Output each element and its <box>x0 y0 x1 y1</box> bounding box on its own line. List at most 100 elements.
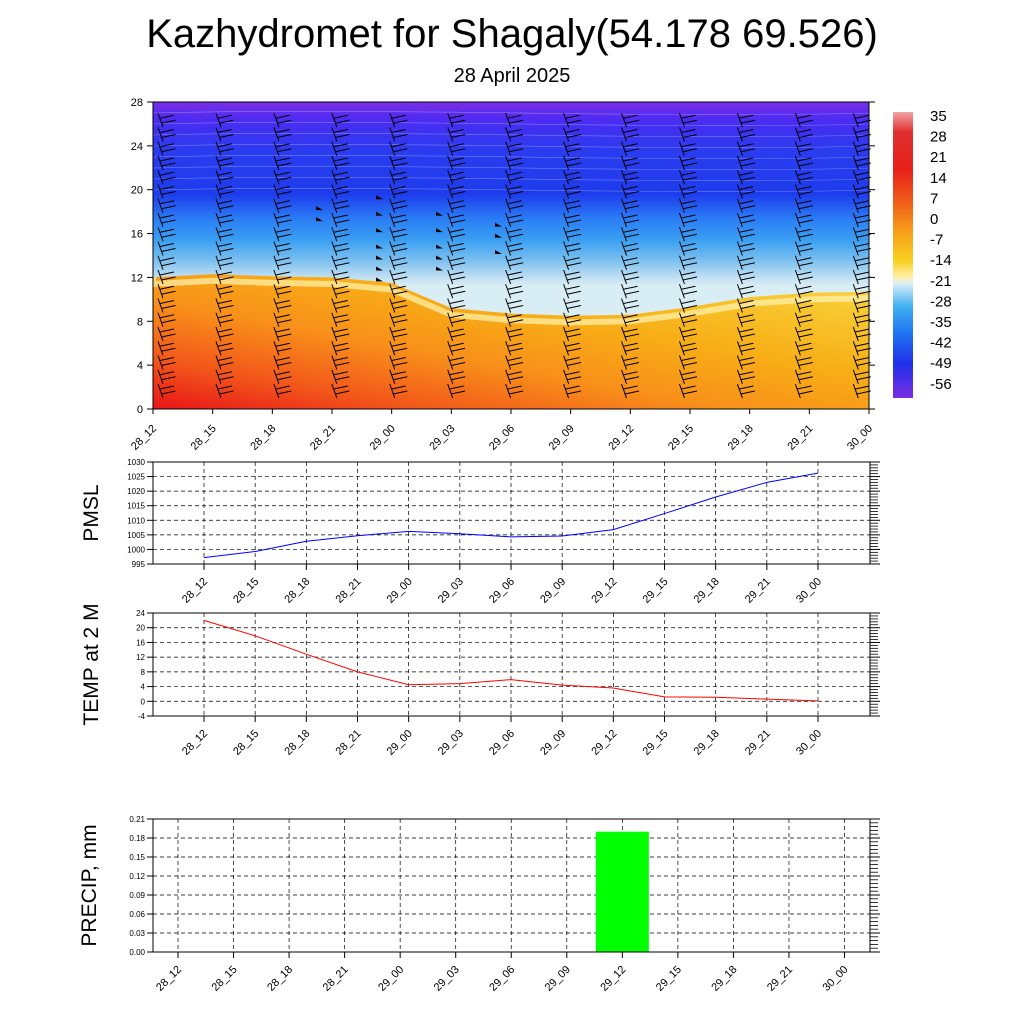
wind-pennant <box>436 228 443 233</box>
wind-barb <box>389 170 408 185</box>
contour-line <box>153 176 869 182</box>
wind-barb <box>447 170 466 185</box>
wind-barb <box>736 269 756 285</box>
wind-barb <box>331 184 350 199</box>
colorbar-label: -56 <box>930 376 952 393</box>
wind-barb <box>563 198 582 213</box>
wind-barb <box>389 369 408 384</box>
wind-barb <box>389 113 408 128</box>
heatmap-y-tick-label: 28 <box>131 97 143 109</box>
wind-barb <box>273 298 292 313</box>
wind-barb <box>736 127 756 142</box>
wind-barb <box>331 127 350 142</box>
wind-barb <box>389 241 408 256</box>
wind-barb <box>157 312 176 327</box>
wind-barb <box>563 155 582 171</box>
wind-barb <box>331 355 350 370</box>
wind-pennant <box>436 255 443 260</box>
wind-barb <box>563 170 582 185</box>
wind-barb <box>215 326 234 342</box>
wind-barb <box>563 141 582 156</box>
wind-barb <box>679 326 698 342</box>
wind-barb <box>447 198 466 213</box>
wind-barb <box>331 170 350 185</box>
heatmap-y-tick-label: 8 <box>137 316 143 328</box>
wind-barb <box>389 155 408 171</box>
wind-barb <box>505 155 524 171</box>
chart-title: Kazhydromet for Shagaly(54.178 69.526) <box>146 12 878 56</box>
wind-barb <box>852 113 871 128</box>
wind-pennant <box>436 211 443 216</box>
wind-barb <box>389 326 408 342</box>
wind-barb <box>505 383 524 399</box>
wind-barb <box>736 241 756 256</box>
wind-pennants <box>316 195 502 282</box>
wind-barb <box>852 355 871 370</box>
wind-barb <box>621 355 640 370</box>
wind-barb <box>273 355 292 370</box>
temp-x-tick-label: 28_15 <box>231 728 261 758</box>
precip-x-tick-label: 29_15 <box>654 964 684 994</box>
wind-barb <box>331 241 350 256</box>
wind-barb <box>447 298 466 313</box>
colorbar-label: 28 <box>930 129 947 146</box>
wind-barb <box>447 184 466 199</box>
wind-barb <box>852 241 871 256</box>
wind-barb <box>736 227 756 242</box>
colorbar-label: -7 <box>930 232 943 249</box>
wind-barb <box>505 369 524 384</box>
wind-barb <box>852 227 871 242</box>
wind-barb <box>505 170 524 185</box>
wind-barb <box>505 298 524 313</box>
wind-barb <box>621 298 640 313</box>
wind-barb <box>621 198 640 213</box>
wind-barb <box>621 326 640 342</box>
wind-barb <box>794 312 813 327</box>
wind-pennant <box>495 222 502 227</box>
colorbar-label: -42 <box>930 335 952 352</box>
wind-barb <box>563 269 582 285</box>
wind-barb <box>273 284 292 299</box>
wind-barb <box>563 227 582 242</box>
wind-pennant <box>316 206 323 211</box>
warm-layer <box>153 274 869 409</box>
temp-y-tick-label: 0 <box>141 697 146 706</box>
pmsl-x-tick-label: 29_09 <box>538 576 568 606</box>
precip-y-tick-label: 0.15 <box>129 853 145 862</box>
wind-barb <box>563 383 582 399</box>
heatmap-y-tick-label: 4 <box>137 360 143 372</box>
wind-barb <box>679 184 698 199</box>
contour-line <box>153 110 869 116</box>
temp-x-tick-label: 29_18 <box>692 728 722 758</box>
colorbar-label: 14 <box>930 170 947 187</box>
wind-barb <box>852 155 871 171</box>
pmsl-y-tick-label: 1000 <box>127 545 145 554</box>
wind-barb <box>563 284 582 299</box>
wind-barb <box>563 312 582 327</box>
wind-barb <box>215 212 234 228</box>
wind-barb <box>736 383 756 399</box>
wind-barb <box>852 184 871 199</box>
wind-barb <box>736 170 756 185</box>
wind-barb <box>679 383 698 399</box>
wind-barb <box>563 241 582 256</box>
wind-barb <box>389 341 408 356</box>
wind-barb <box>794 383 813 399</box>
pmsl-x-tick-label: 29_18 <box>692 576 722 606</box>
wind-barb <box>505 241 524 256</box>
pmsl-frame <box>152 461 871 565</box>
wind-barb <box>505 341 524 356</box>
wind-barb <box>389 255 408 270</box>
precip-x-tick-label: 29_03 <box>432 964 462 994</box>
wind-barb <box>447 312 466 327</box>
colorbar-label: -28 <box>930 293 952 310</box>
wind-barb <box>679 170 698 185</box>
wind-barb <box>215 369 234 384</box>
wind-barb <box>157 369 176 384</box>
wind-barb <box>794 184 813 199</box>
wind-barb <box>447 212 466 228</box>
pmsl-y-tick-label: 1010 <box>127 516 145 525</box>
wind-barb <box>679 284 698 299</box>
wind-barb <box>215 155 234 171</box>
wind-barb <box>389 284 408 299</box>
